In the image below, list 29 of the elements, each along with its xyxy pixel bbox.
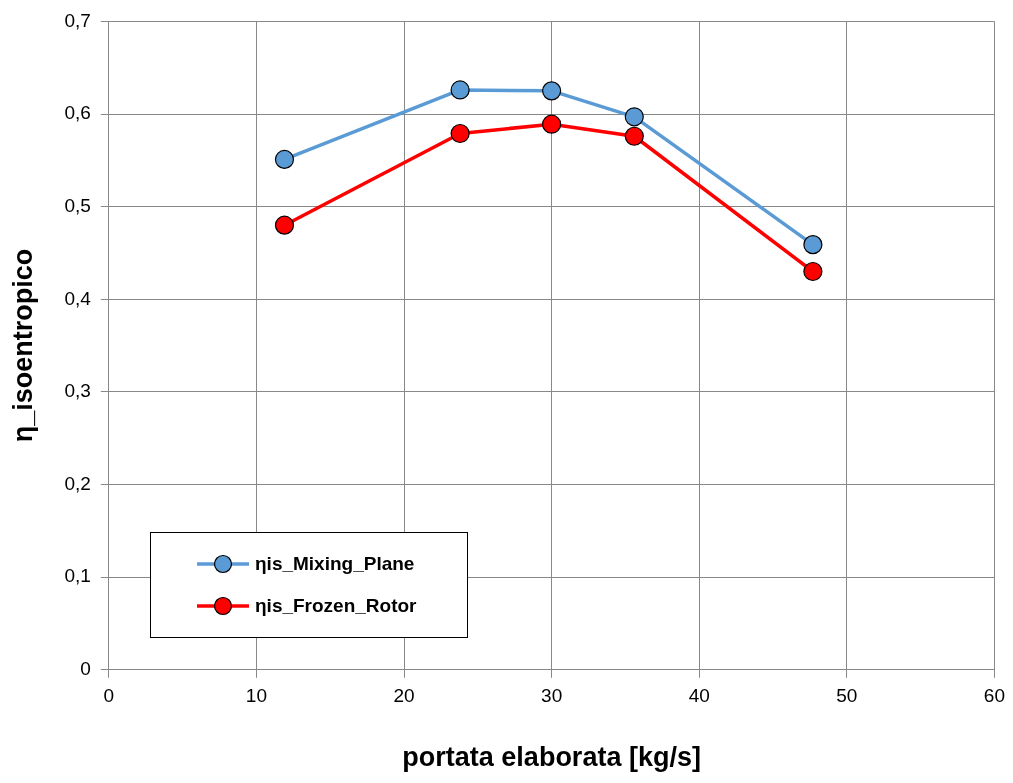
legend-label: ηis_Frozen_Rotor xyxy=(255,595,417,617)
point xyxy=(274,215,295,235)
x-tick-label: 0 xyxy=(103,685,115,707)
point xyxy=(803,235,823,255)
y-tick-label: 0,3 xyxy=(64,380,91,402)
x-tick-label: 60 xyxy=(983,685,1005,707)
point xyxy=(624,126,644,146)
y-tick-label: 0 xyxy=(80,658,91,680)
point xyxy=(450,80,470,100)
point xyxy=(274,149,295,170)
point xyxy=(803,261,823,282)
y-axis-title: η_isoentropico xyxy=(7,248,38,443)
y-tick-label: 0,1 xyxy=(64,565,91,587)
y-tick-label: 0,6 xyxy=(64,102,91,124)
point xyxy=(542,81,562,101)
x-tick-label: 30 xyxy=(541,685,563,707)
x-tick-label: 50 xyxy=(836,685,858,707)
legend-label: ηis_Mixing_Plane xyxy=(255,553,415,575)
x-tick-label: 10 xyxy=(245,685,267,707)
point xyxy=(624,107,644,127)
x-tick-label: 20 xyxy=(393,685,415,707)
y-tick-label: 0,2 xyxy=(64,472,91,494)
x-tick-label: 40 xyxy=(688,685,710,707)
point xyxy=(450,123,470,144)
x-axis-title: portata elaborata [kg/s] xyxy=(402,742,701,773)
y-tick-label: 0,4 xyxy=(64,287,92,309)
y-tick-label: 0,7 xyxy=(64,9,91,31)
point xyxy=(542,114,562,134)
y-tick-label: 0,5 xyxy=(64,194,91,216)
